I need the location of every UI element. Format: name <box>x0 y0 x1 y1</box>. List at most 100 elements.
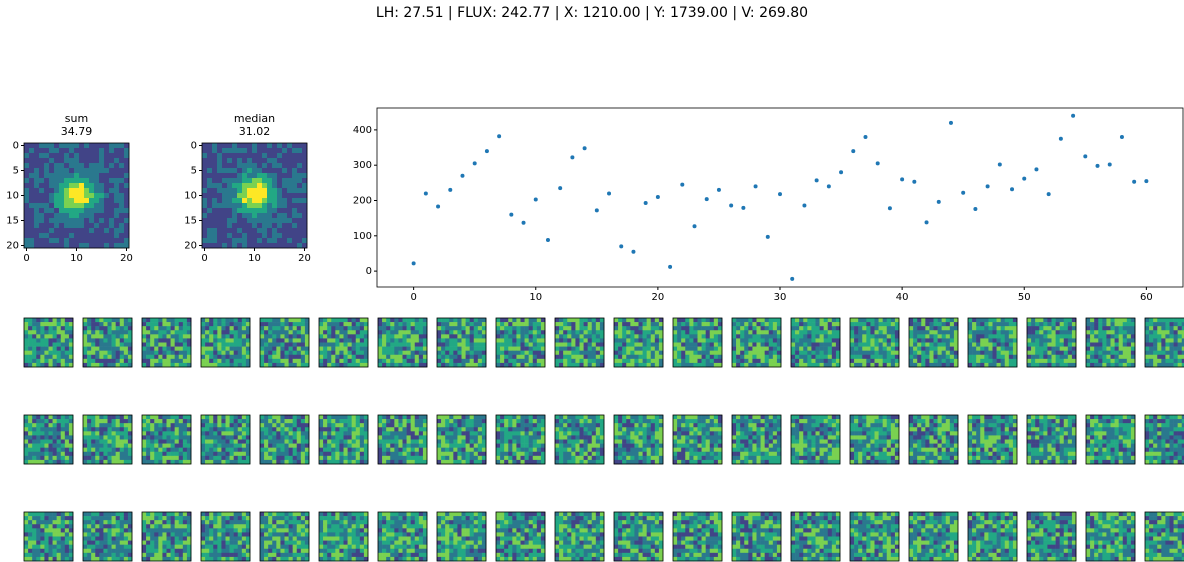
pixel <box>162 338 166 342</box>
pixel <box>212 193 217 198</box>
pixel <box>386 343 390 347</box>
pixel <box>950 355 954 359</box>
pixel <box>69 153 74 158</box>
pixel <box>257 228 262 233</box>
pixel <box>356 431 360 435</box>
pixel <box>262 213 267 218</box>
pixel <box>744 322 748 326</box>
pixel <box>234 347 238 351</box>
pixel <box>1035 334 1039 338</box>
pixel <box>65 456 69 460</box>
pixel <box>1170 318 1174 322</box>
pixel <box>879 351 883 355</box>
pixel <box>116 318 120 322</box>
pixel <box>378 435 382 439</box>
pixel <box>1174 351 1178 355</box>
pixel <box>567 330 571 334</box>
pixel <box>297 338 301 342</box>
pixel <box>226 427 230 431</box>
pixel <box>226 338 230 342</box>
pixel <box>791 334 795 338</box>
pixel <box>614 318 618 322</box>
pixel <box>1145 338 1149 342</box>
pixel <box>634 322 638 326</box>
figure: LH: 27.51 | FLUX: 242.77 | X: 1210.00 | … <box>0 0 1184 562</box>
pixel <box>104 223 109 228</box>
pixel <box>807 318 811 322</box>
pixel <box>112 343 116 347</box>
pixel <box>32 452 36 456</box>
pixel <box>287 203 292 208</box>
pixel <box>478 334 482 338</box>
pixel <box>411 415 415 419</box>
pixel <box>938 351 942 355</box>
pixel <box>1170 359 1174 363</box>
pixel <box>934 355 938 359</box>
pixel <box>584 322 588 326</box>
pixel <box>124 233 129 238</box>
pixel <box>592 347 596 351</box>
pixel <box>352 431 356 435</box>
pixel <box>179 448 183 452</box>
pixel <box>74 238 79 243</box>
pixel <box>260 452 264 456</box>
pixel <box>714 343 718 347</box>
pixel <box>124 343 128 347</box>
pixel <box>335 355 339 359</box>
pixel <box>287 158 292 163</box>
pixel <box>142 347 146 351</box>
pixel <box>217 193 222 198</box>
pixel <box>866 347 870 351</box>
pixel <box>407 440 411 444</box>
pixel <box>272 203 277 208</box>
pixel <box>588 351 592 355</box>
pixel <box>289 431 293 435</box>
pixel <box>875 359 879 363</box>
pixel <box>293 456 297 460</box>
pixel <box>74 148 79 153</box>
pixel <box>1005 343 1009 347</box>
pixel <box>94 163 99 168</box>
pixel <box>114 213 119 218</box>
pixel <box>289 347 293 351</box>
pixel <box>698 330 702 334</box>
pixel <box>761 318 765 322</box>
pixel <box>44 143 49 148</box>
pixel <box>89 168 94 173</box>
pixel <box>630 338 634 342</box>
pixel <box>29 193 34 198</box>
pixel <box>352 334 356 338</box>
pixel <box>289 322 293 326</box>
pixel <box>74 188 79 193</box>
pixel <box>150 343 154 347</box>
pixel <box>339 431 343 435</box>
pixel <box>1009 351 1013 355</box>
pixel <box>28 326 32 330</box>
pixel <box>820 322 824 326</box>
pixel <box>555 355 559 359</box>
pixel <box>689 330 693 334</box>
pixel <box>352 355 356 359</box>
pixel <box>209 338 213 342</box>
pixel <box>537 330 541 334</box>
pixel <box>1047 322 1051 326</box>
pixel <box>282 163 287 168</box>
pixel <box>120 343 124 347</box>
pixel <box>301 444 305 448</box>
pixel <box>976 322 980 326</box>
pixel <box>555 338 559 342</box>
pixel <box>162 444 166 448</box>
pixel <box>1052 334 1056 338</box>
pixel <box>811 355 815 359</box>
pixel <box>474 338 478 342</box>
pixel <box>592 359 596 363</box>
pixel <box>124 452 128 456</box>
pixel <box>84 233 89 238</box>
pixel <box>360 338 364 342</box>
pixel <box>24 334 28 338</box>
pixel <box>212 203 217 208</box>
pixel <box>795 338 799 342</box>
pixel <box>242 456 246 460</box>
pixel <box>866 330 870 334</box>
pixel <box>1090 330 1094 334</box>
